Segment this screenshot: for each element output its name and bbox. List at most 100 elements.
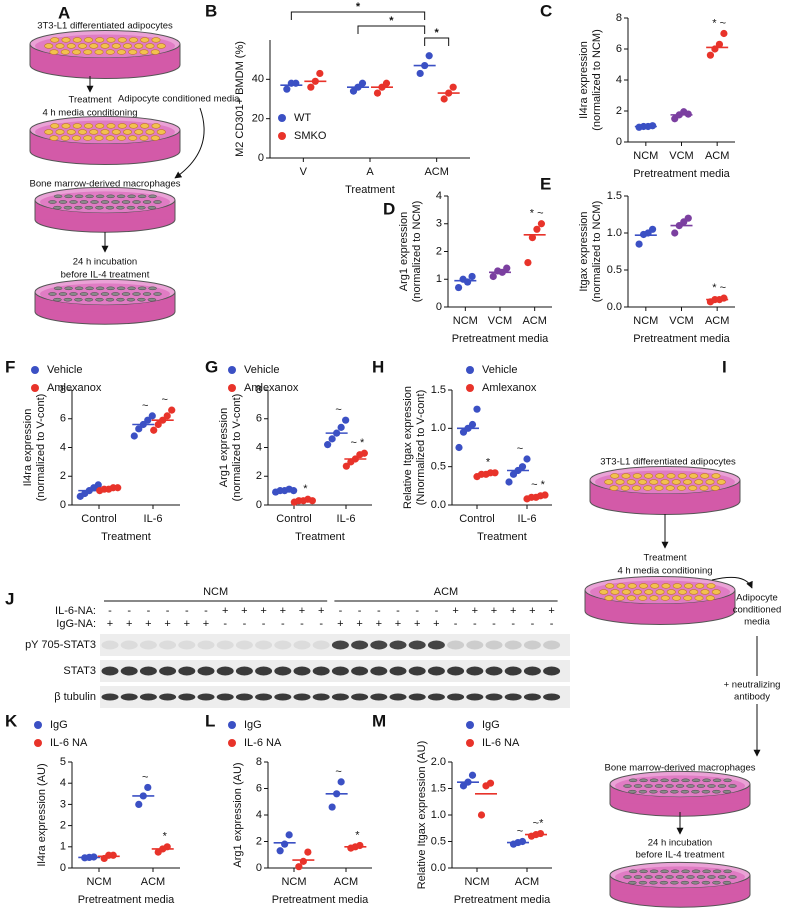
y-tick-label: 8 xyxy=(256,384,262,396)
lane-sign: - xyxy=(339,605,343,617)
x-tick-label: VCM xyxy=(669,315,693,327)
y-tick-label: 4 xyxy=(60,441,66,453)
blot-band xyxy=(331,640,349,650)
cell xyxy=(126,205,136,210)
cell xyxy=(659,880,669,885)
cell xyxy=(61,37,71,43)
cell xyxy=(49,135,59,141)
legend-marker xyxy=(228,739,236,747)
cell xyxy=(66,43,76,49)
legend-label: WT xyxy=(294,112,311,124)
x-tick-label: V xyxy=(300,166,308,178)
cell xyxy=(691,869,701,874)
x-tick-label: IL-6 xyxy=(337,513,356,525)
significance-note: ~ xyxy=(142,771,148,783)
y-tick-label: 0.0 xyxy=(607,301,622,313)
y-tick-label: 1.0 xyxy=(431,809,446,821)
cell xyxy=(95,286,105,291)
cell xyxy=(64,286,73,291)
x-tick-label: Control xyxy=(459,513,494,525)
cell xyxy=(677,589,687,595)
cell xyxy=(53,286,63,291)
y-axis-label: (normalized to NCM) xyxy=(591,29,603,130)
cell xyxy=(707,784,716,788)
significance-star: * xyxy=(389,15,394,27)
cell xyxy=(699,485,709,491)
lane-sign: + xyxy=(337,618,343,630)
cell xyxy=(649,869,659,874)
data-point xyxy=(316,69,324,78)
y-axis-label: M2 CD301+ BMDM (%) xyxy=(234,41,246,157)
cell xyxy=(639,778,648,783)
cell xyxy=(712,880,721,885)
band-label: pY 705-STAT3 xyxy=(25,639,96,651)
x-axis-label: Pretreatment media xyxy=(78,894,175,906)
cell xyxy=(61,123,71,129)
cell xyxy=(700,589,710,595)
band-label: β tubulin xyxy=(54,691,96,703)
cell xyxy=(654,875,664,879)
data-point xyxy=(468,771,477,779)
cell xyxy=(137,297,146,302)
group-label: ACM xyxy=(434,586,458,598)
data-point xyxy=(523,455,531,463)
lane-sign: - xyxy=(281,618,285,630)
cell xyxy=(615,479,625,485)
cell xyxy=(649,789,658,794)
cell xyxy=(711,473,721,479)
cell xyxy=(111,200,120,204)
diagram-text: before IL-4 treatment xyxy=(61,270,150,281)
data-point xyxy=(468,272,476,281)
cell xyxy=(85,194,94,199)
cell xyxy=(701,880,711,885)
blot-band xyxy=(351,693,369,701)
y-tick-label: 1 xyxy=(60,841,66,853)
lane-sign: - xyxy=(511,618,515,630)
data-point xyxy=(440,95,448,103)
x-tick-label: NCM xyxy=(633,315,658,327)
cell xyxy=(116,286,126,291)
lane-sign: - xyxy=(531,618,535,630)
x-tick-label: ACM xyxy=(515,876,539,888)
cell xyxy=(633,784,643,788)
cell xyxy=(53,194,63,199)
cell xyxy=(689,589,699,595)
blot-band xyxy=(427,640,445,650)
cell xyxy=(671,479,681,485)
row-label: IgG-NA: xyxy=(56,618,96,630)
cell xyxy=(121,200,131,204)
cell xyxy=(89,129,99,135)
cell xyxy=(621,473,631,479)
cell xyxy=(723,778,732,783)
cell xyxy=(610,473,620,479)
cell xyxy=(105,49,115,55)
diagram-text: Bone marrow-derived macrophages xyxy=(29,179,180,190)
cell xyxy=(616,583,626,589)
cell xyxy=(151,37,161,43)
cell xyxy=(670,789,679,794)
blot-band xyxy=(197,640,215,650)
y-tick-label: 4 xyxy=(616,74,622,86)
cell xyxy=(105,135,115,141)
x-tick-label: Control xyxy=(81,513,116,525)
cell xyxy=(58,292,68,296)
x-tick-label: NCM xyxy=(86,876,111,888)
cell xyxy=(691,880,700,885)
y-tick-label: 0.5 xyxy=(607,264,622,276)
cell xyxy=(44,129,54,135)
cell xyxy=(69,200,78,204)
data-point xyxy=(706,51,715,59)
data-point xyxy=(285,831,293,839)
blot-band xyxy=(139,693,157,701)
cell xyxy=(628,869,638,874)
cell xyxy=(100,129,110,135)
significance-note: ~ xyxy=(517,825,523,837)
lane-sign: - xyxy=(243,618,247,630)
data-point xyxy=(342,462,350,470)
cell xyxy=(702,778,711,783)
cell xyxy=(134,129,144,135)
cell xyxy=(675,784,685,788)
cell xyxy=(700,473,710,479)
blot-band xyxy=(485,640,503,650)
cell xyxy=(72,37,82,43)
